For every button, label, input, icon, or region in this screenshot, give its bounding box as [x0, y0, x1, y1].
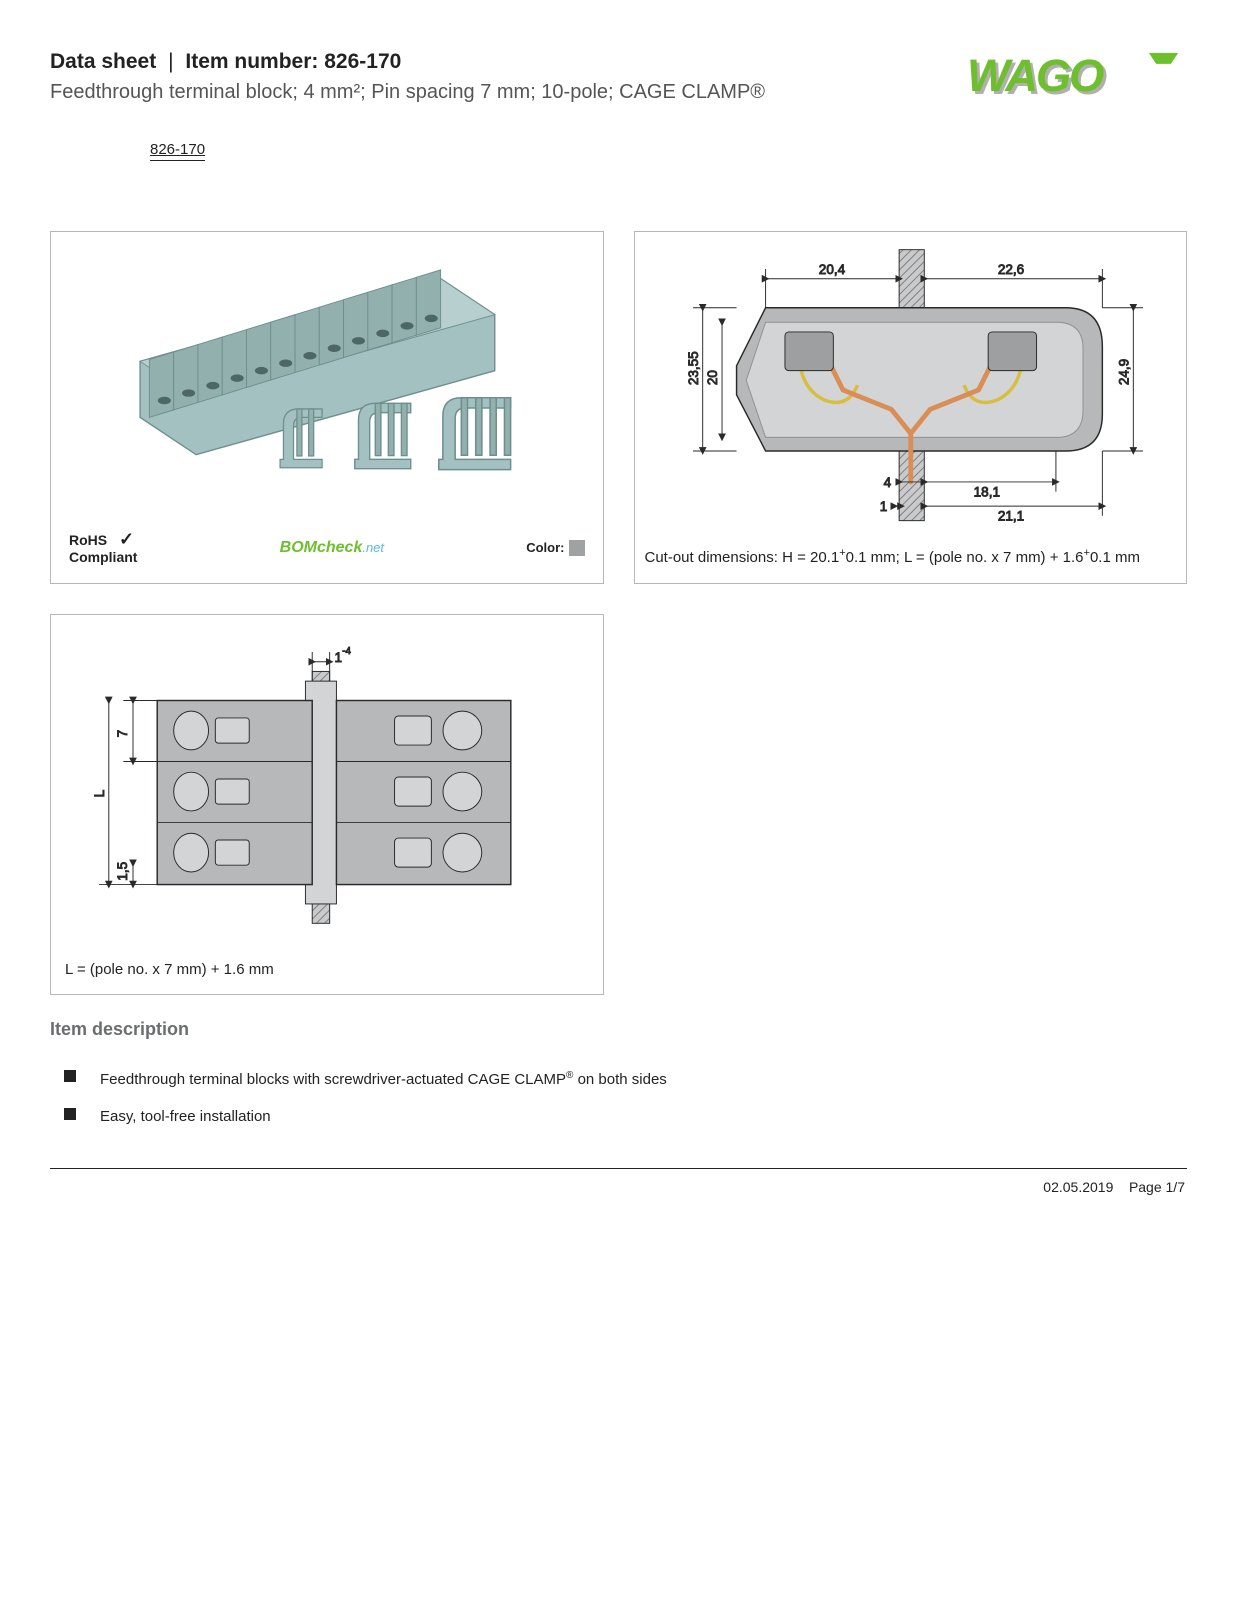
- figure2-caption: Cut-out dimensions: H = 20.1+0.1 mm; L =…: [643, 540, 1179, 575]
- list-item: Easy, tool-free installation: [100, 1106, 1187, 1129]
- list-item: Feedthrough terminal blocks with screwdr…: [100, 1068, 1187, 1092]
- footer-date: 02.05.2019: [1043, 1179, 1113, 1195]
- figures-grid: RoHS ✓ Compliant BOMcheck.net Color:: [50, 231, 1187, 995]
- figure-cross-section: 20,4 22,6 23,55 20: [634, 231, 1188, 584]
- color-indicator: Color:: [526, 540, 584, 556]
- top-view-drawing: 1 -4 7 L 1,5: [59, 623, 595, 933]
- svg-text:18,1: 18,1: [973, 484, 999, 499]
- item-link[interactable]: 826-170: [150, 141, 205, 161]
- item-number: 826-170: [324, 50, 401, 73]
- svg-text:20,4: 20,4: [818, 262, 845, 277]
- rohs-badge: RoHS ✓ Compliant: [69, 530, 137, 565]
- svg-text:23,55: 23,55: [685, 351, 700, 385]
- svg-text:4: 4: [883, 475, 891, 490]
- rohs-compliant: Compliant: [69, 549, 137, 565]
- figure3-caption: L = (pole no. x 7 mm) + 1.6 mm: [59, 933, 595, 986]
- svg-text:1,5: 1,5: [115, 862, 130, 881]
- svg-text:22,6: 22,6: [997, 262, 1023, 277]
- svg-text:1: 1: [879, 499, 887, 514]
- color-swatch: [569, 540, 585, 556]
- title-line: Data sheet | Item number: 826-170: [50, 50, 765, 74]
- title-separator: |: [168, 50, 173, 73]
- check-icon: ✓: [119, 529, 134, 549]
- svg-text:WAGO: WAGO: [967, 50, 1104, 101]
- product-illustration: [59, 240, 595, 520]
- svg-text:-4: -4: [342, 646, 351, 657]
- bomcheck-text: BOMcheck: [280, 539, 363, 556]
- svg-text:24,9: 24,9: [1116, 359, 1131, 385]
- wago-logo: WAGO WAGO: [967, 50, 1187, 115]
- svg-text:21,1: 21,1: [997, 509, 1023, 524]
- svg-text:7: 7: [115, 730, 130, 738]
- figure-product-photo: RoHS ✓ Compliant BOMcheck.net Color:: [50, 231, 604, 584]
- header-text-block: Data sheet | Item number: 826-170 Feedth…: [50, 50, 765, 106]
- description-list: Feedthrough terminal blocks with screwdr…: [50, 1068, 1187, 1128]
- datasheet-page: Data sheet | Item number: 826-170 Feedth…: [0, 0, 1237, 1570]
- color-label-text: Color:: [526, 540, 564, 555]
- cross-section-drawing: 20,4 22,6 23,55 20: [643, 240, 1179, 540]
- item-number-label: Item number:: [185, 50, 318, 73]
- bomcheck-net: .net: [362, 540, 384, 555]
- bomcheck-badge: BOMcheck.net: [280, 539, 384, 557]
- figure-top-view: 1 -4 7 L 1,5: [50, 614, 604, 995]
- datasheet-label: Data sheet: [50, 50, 156, 73]
- footer-page: Page 1/7: [1129, 1179, 1185, 1195]
- subtitle: Feedthrough terminal block; 4 mm²; Pin s…: [50, 78, 765, 106]
- page-header: Data sheet | Item number: 826-170 Feedth…: [50, 50, 1187, 115]
- item-description-heading: Item description: [50, 1019, 1187, 1040]
- rohs-text: RoHS: [69, 532, 107, 548]
- svg-text:1: 1: [335, 650, 343, 665]
- page-footer: 02.05.2019 Page 1/7: [50, 1169, 1187, 1195]
- svg-text:20: 20: [705, 370, 720, 385]
- svg-text:L: L: [92, 789, 107, 797]
- figure1-badges: RoHS ✓ Compliant BOMcheck.net Color:: [59, 520, 595, 571]
